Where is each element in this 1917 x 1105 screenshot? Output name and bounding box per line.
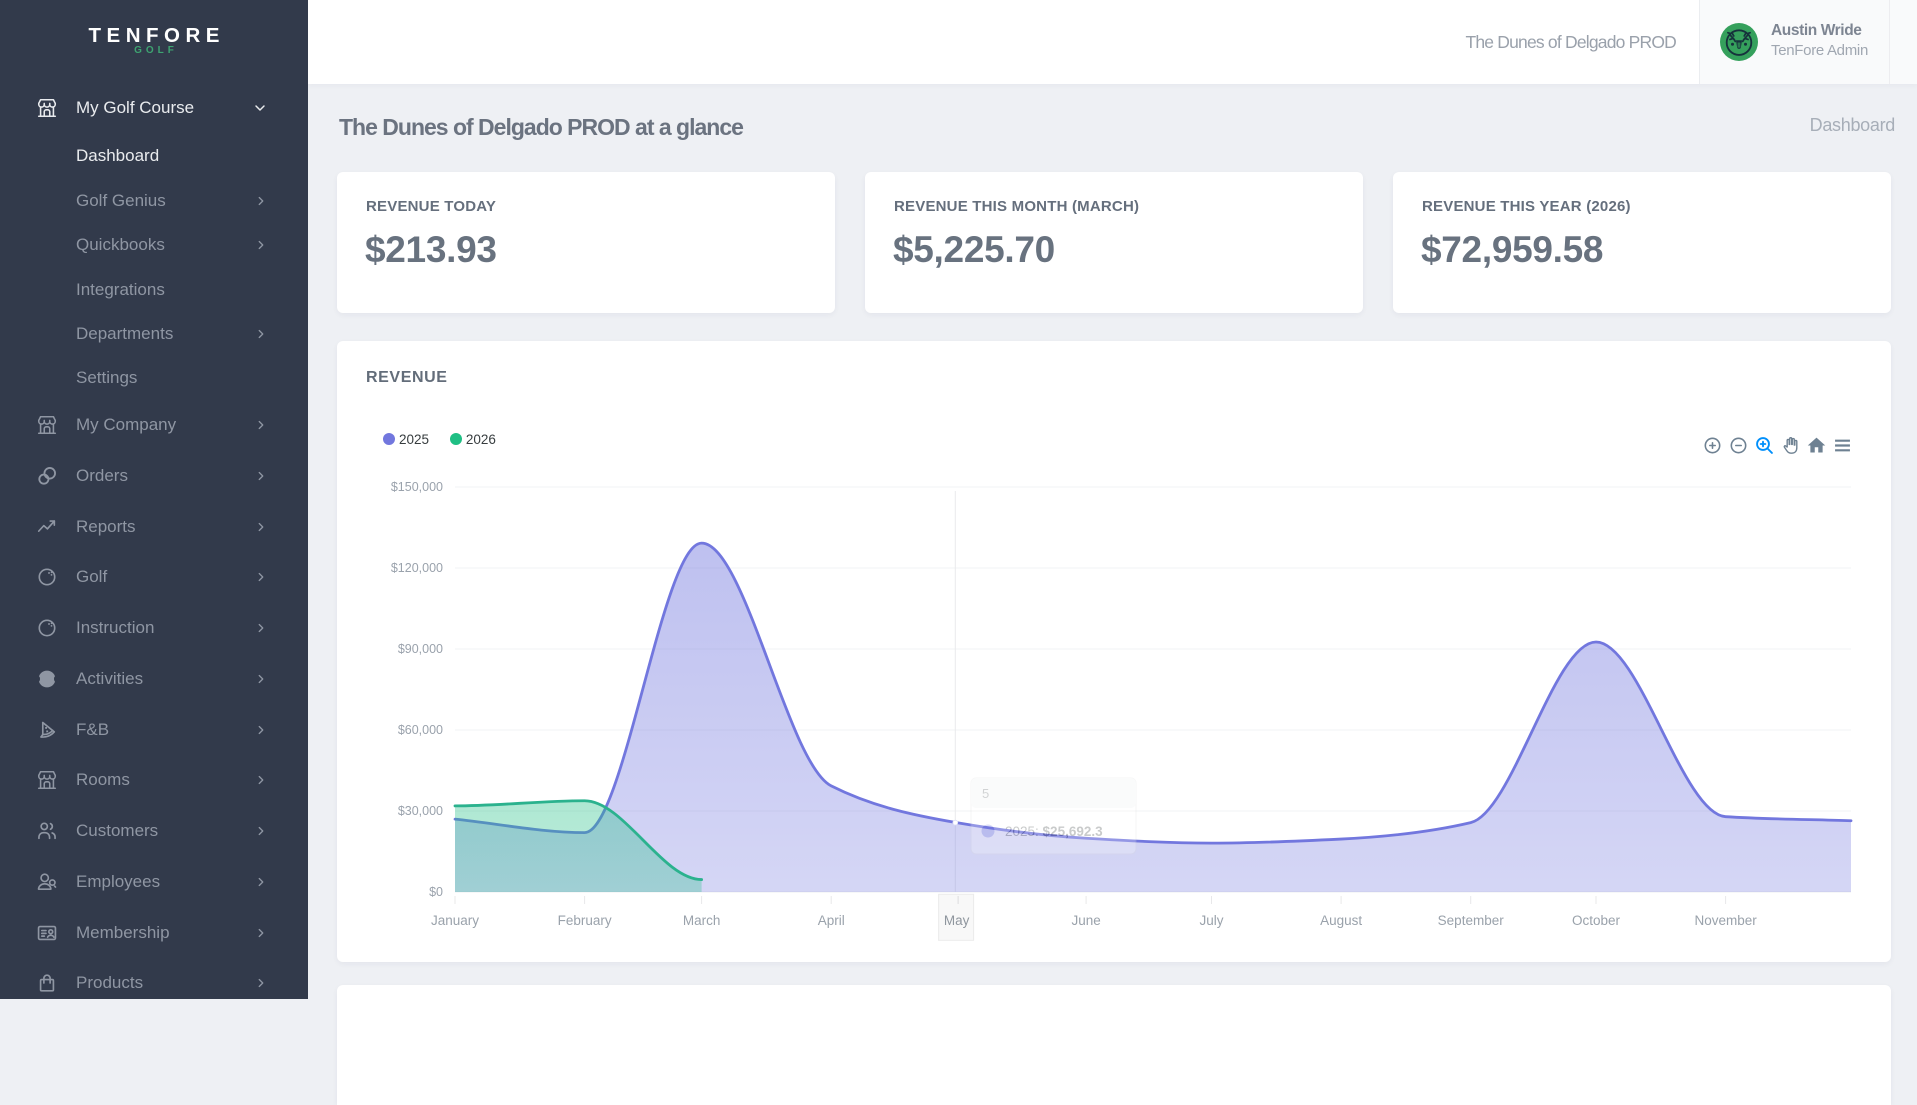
svg-text:May: May — [944, 913, 970, 928]
svg-text:June: June — [1071, 913, 1100, 928]
svg-text:January: January — [431, 913, 479, 928]
svg-text:April: April — [818, 913, 845, 928]
svg-text:$120,000: $120,000 — [391, 561, 443, 575]
svg-text:November: November — [1694, 913, 1757, 928]
svg-text:$60,000: $60,000 — [398, 723, 443, 737]
svg-text:July: July — [1199, 913, 1223, 928]
svg-text:$0: $0 — [429, 885, 443, 899]
svg-text:March: March — [683, 913, 721, 928]
svg-text:2025: $25,692.3: 2025: $25,692.3 — [1005, 824, 1103, 839]
svg-text:$30,000: $30,000 — [398, 804, 443, 818]
svg-text:October: October — [1572, 913, 1621, 928]
svg-text:5: 5 — [982, 786, 989, 801]
svg-text:February: February — [558, 913, 612, 928]
svg-text:August: August — [1320, 913, 1362, 928]
svg-text:$150,000: $150,000 — [391, 480, 443, 494]
svg-text:$90,000: $90,000 — [398, 642, 443, 656]
svg-text:September: September — [1438, 913, 1505, 928]
